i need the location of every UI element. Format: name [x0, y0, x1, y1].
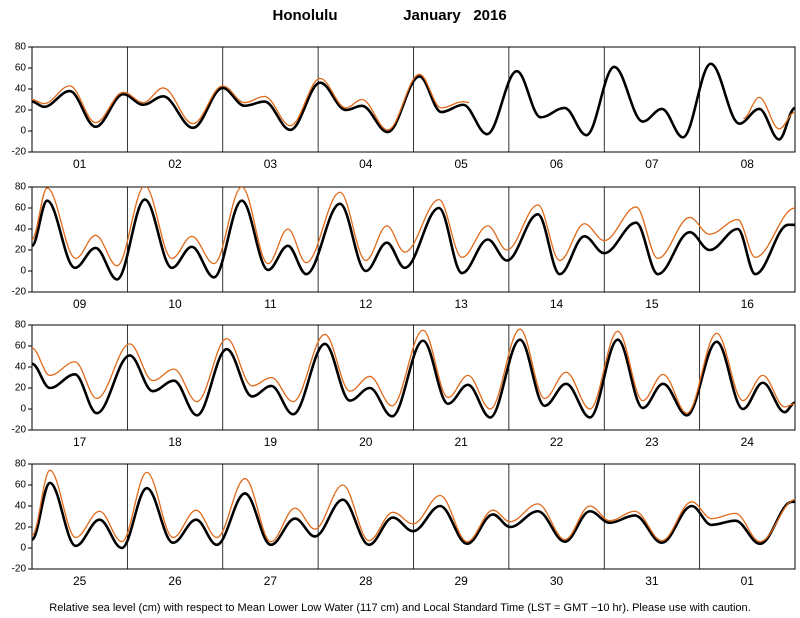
y-tick-label: 40	[15, 84, 27, 95]
tide-line	[32, 328, 795, 414]
day-label: 01	[73, 157, 87, 171]
y-tick-label: -20	[12, 425, 27, 436]
y-tick-label: 60	[15, 203, 27, 214]
day-label: 30	[550, 574, 564, 588]
day-label: 07	[645, 157, 659, 171]
day-label: 21	[455, 435, 469, 449]
y-tick-label: 40	[15, 501, 27, 512]
day-label: 06	[550, 157, 564, 171]
day-label: 13	[455, 297, 469, 311]
y-tick-label: 60	[15, 480, 27, 491]
y-tick-label: 80	[15, 182, 27, 193]
y-tick-label: 0	[20, 404, 26, 415]
day-label: 11	[264, 297, 277, 311]
y-tick-label: 60	[15, 341, 27, 352]
day-label: 24	[741, 435, 755, 449]
y-tick-label: 20	[15, 522, 27, 533]
day-label: 04	[359, 157, 373, 171]
y-tick-label: 80	[15, 459, 27, 470]
day-label: 03	[264, 157, 278, 171]
y-tick-label: 80	[15, 320, 27, 331]
day-label: 02	[168, 157, 182, 171]
day-label: 08	[741, 157, 755, 171]
title-month: January	[403, 7, 461, 24]
day-label: 15	[645, 297, 659, 311]
tide-line	[32, 73, 795, 131]
tide-line	[32, 481, 795, 550]
y-tick-label: 20	[15, 383, 27, 394]
day-label: 26	[168, 574, 182, 588]
day-label: 17	[73, 435, 87, 449]
day-label: 29	[455, 574, 469, 588]
day-label: 25	[73, 574, 87, 588]
day-label: 14	[550, 297, 564, 311]
tide-line	[32, 469, 795, 543]
y-tick-label: 60	[15, 63, 27, 74]
day-label: 31	[645, 574, 659, 588]
day-label: 20	[359, 435, 373, 449]
title-year: 2016	[473, 7, 506, 24]
y-tick-label: 20	[15, 105, 27, 116]
y-tick-label: 40	[15, 362, 27, 373]
day-label: 12	[359, 297, 373, 311]
day-label: 19	[264, 435, 278, 449]
tide-line	[32, 198, 795, 281]
tide-line	[32, 187, 795, 267]
day-label: 09	[73, 297, 87, 311]
day-label: 23	[645, 435, 659, 449]
footnote: Relative sea level (cm) with respect to …	[49, 602, 750, 614]
day-label: 01	[741, 574, 755, 588]
y-tick-label: 0	[20, 543, 26, 554]
day-label: 05	[455, 157, 469, 171]
y-tick-label: 40	[15, 224, 27, 235]
day-label: 22	[550, 435, 564, 449]
day-label: 16	[741, 297, 755, 311]
y-tick-label: 0	[20, 126, 26, 137]
day-label: 18	[168, 435, 182, 449]
tide-line	[32, 338, 795, 419]
y-tick-label: 80	[15, 42, 27, 53]
tide-line	[32, 62, 795, 141]
y-tick-label: 20	[15, 245, 27, 256]
day-label: 28	[359, 574, 373, 588]
title-place: Honolulu	[273, 7, 338, 24]
y-tick-label: -20	[12, 287, 27, 298]
day-label: 10	[168, 297, 182, 311]
y-tick-label: -20	[12, 564, 27, 575]
day-label: 27	[264, 574, 278, 588]
y-tick-label: 0	[20, 266, 26, 277]
y-tick-label: -20	[12, 147, 27, 158]
